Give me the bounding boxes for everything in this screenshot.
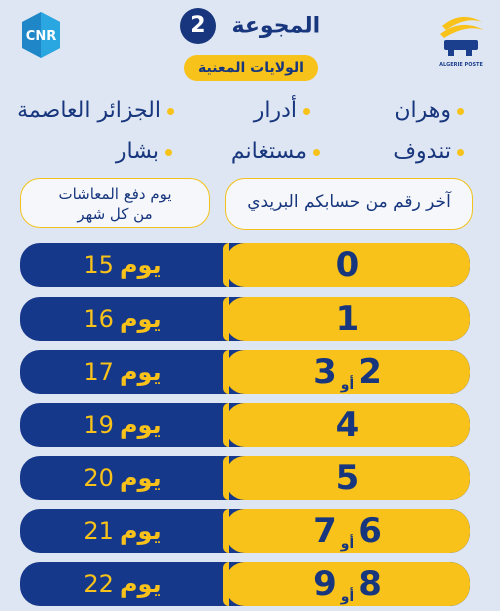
account-digit-cell: 5 [223,456,470,500]
group-title: 2 المجوعة [0,8,500,44]
payment-day-cell: يوم17 [83,358,162,386]
table-row: يوم21 6أو7 [20,509,470,553]
bullet-icon [457,107,464,115]
account-digit-cell: 8أو9 [223,562,470,606]
bullet-icon [165,148,172,156]
bullet-icon [457,148,464,156]
state-item: تندوف [393,139,464,164]
table-row: يوم17 2أو3 [20,350,470,394]
state-item: أدرار [254,98,310,123]
table-row: يوم22 8أو9 [20,562,470,606]
account-digit-cell: 4 [223,403,470,447]
payment-day-cell: يوم19 [83,411,162,439]
bullet-icon [313,148,320,156]
group-number-badge: 2 [179,8,216,44]
state-item: وهران [394,98,464,123]
bullet-icon [167,107,174,115]
account-digit-cell: 0 [223,243,470,287]
payment-day-cell: يوم21 [83,517,162,545]
payment-day-cell: يوم22 [83,570,162,598]
payment-day-cell: يوم20 [83,464,162,492]
account-digit-cell: 6أو7 [223,509,470,553]
cnr-logo: CNR [16,10,66,60]
account-digit-cell: 1 [223,297,470,341]
state-item: بشار [116,139,172,164]
account-digit-cell: 2أو3 [223,350,470,394]
algerie-poste-logo: ALGERIE POSTE [436,12,486,68]
state-item: مستغانم [231,139,320,164]
table-row: يوم19 4 [20,403,470,447]
states-label-pill: الولايات المعنية [184,55,318,81]
svg-text:CNR: CNR [26,29,56,44]
account-digit-column-header: آخر رقم من حسابكم البريدي [225,178,473,230]
bullet-icon [303,107,310,115]
payment-day-column-header: يوم دفع المعاشات من كل شهر [20,178,210,228]
table-row: يوم15 0 [20,243,470,287]
table-row: يوم20 5 [20,456,470,500]
table-row: يوم16 1 [20,297,470,341]
state-item: الجزائر العاصمة [17,98,174,123]
payment-day-cell: يوم16 [83,305,162,333]
payment-day-cell: يوم15 [83,251,162,279]
group-label: المجوعة [231,13,321,39]
